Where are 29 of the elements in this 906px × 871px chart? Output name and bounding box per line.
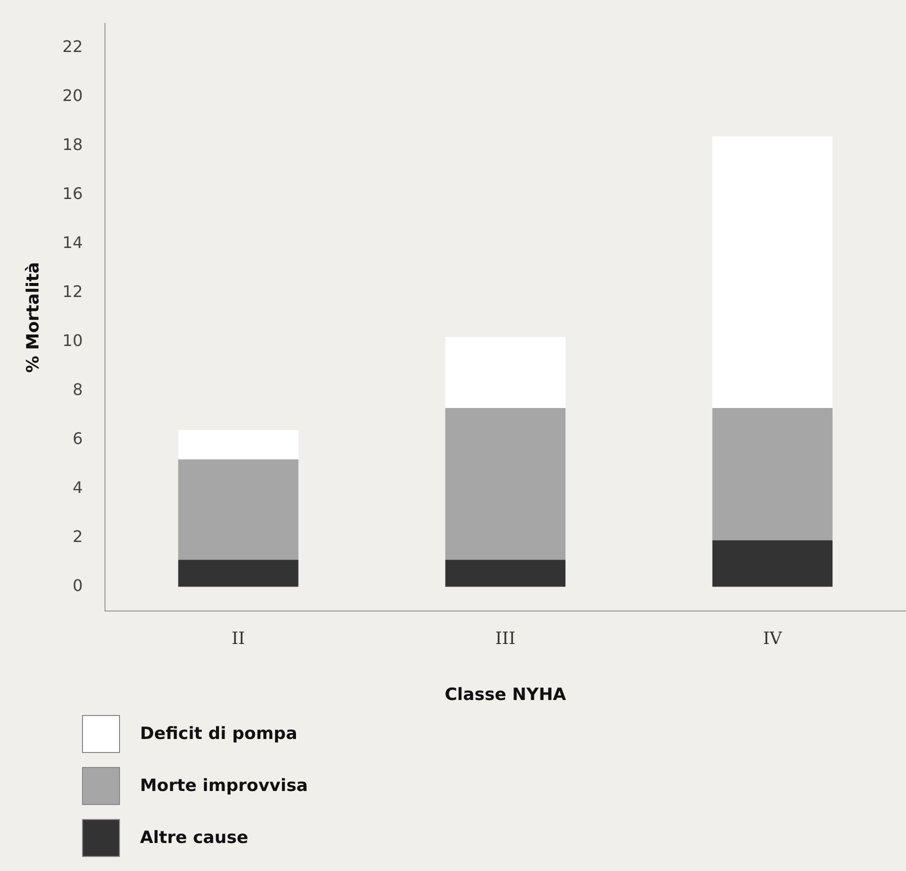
y-tick-label: 12 — [62, 282, 83, 302]
legend-label: Morte improvvisa — [140, 776, 308, 796]
y-axis-title: % Mortalità — [24, 262, 44, 373]
bar — [178, 430, 298, 460]
bar — [445, 560, 566, 587]
y-tick-label: 2 — [72, 526, 83, 546]
y-tick-label: 20 — [62, 86, 83, 106]
y-tick-label: 6 — [72, 428, 83, 448]
x-tick-label: II — [232, 628, 246, 649]
y-tick-label: 8 — [72, 380, 83, 400]
y-tick-label: 14 — [62, 233, 83, 252]
y-tick-label: 22 — [62, 37, 83, 56]
x-tick-label: IV — [762, 628, 783, 649]
y-tick-label: 16 — [62, 184, 83, 204]
y-tick-label: 4 — [72, 478, 83, 497]
x-tick-label: III — [495, 628, 516, 649]
bar — [445, 336, 566, 408]
y-tick-label: 0 — [72, 576, 83, 595]
legend-label: Deficit di pompa — [140, 724, 298, 744]
bar — [712, 408, 833, 540]
bar — [178, 459, 298, 560]
y-tick-label: 18 — [62, 135, 83, 154]
legend-label: Altre cause — [140, 828, 248, 848]
x-axis-title: Classe NYHA — [444, 685, 567, 706]
bar — [712, 540, 833, 587]
y-tick-label: 10 — [62, 331, 83, 350]
bar — [712, 136, 833, 408]
bar — [445, 408, 566, 560]
bar — [178, 560, 298, 587]
